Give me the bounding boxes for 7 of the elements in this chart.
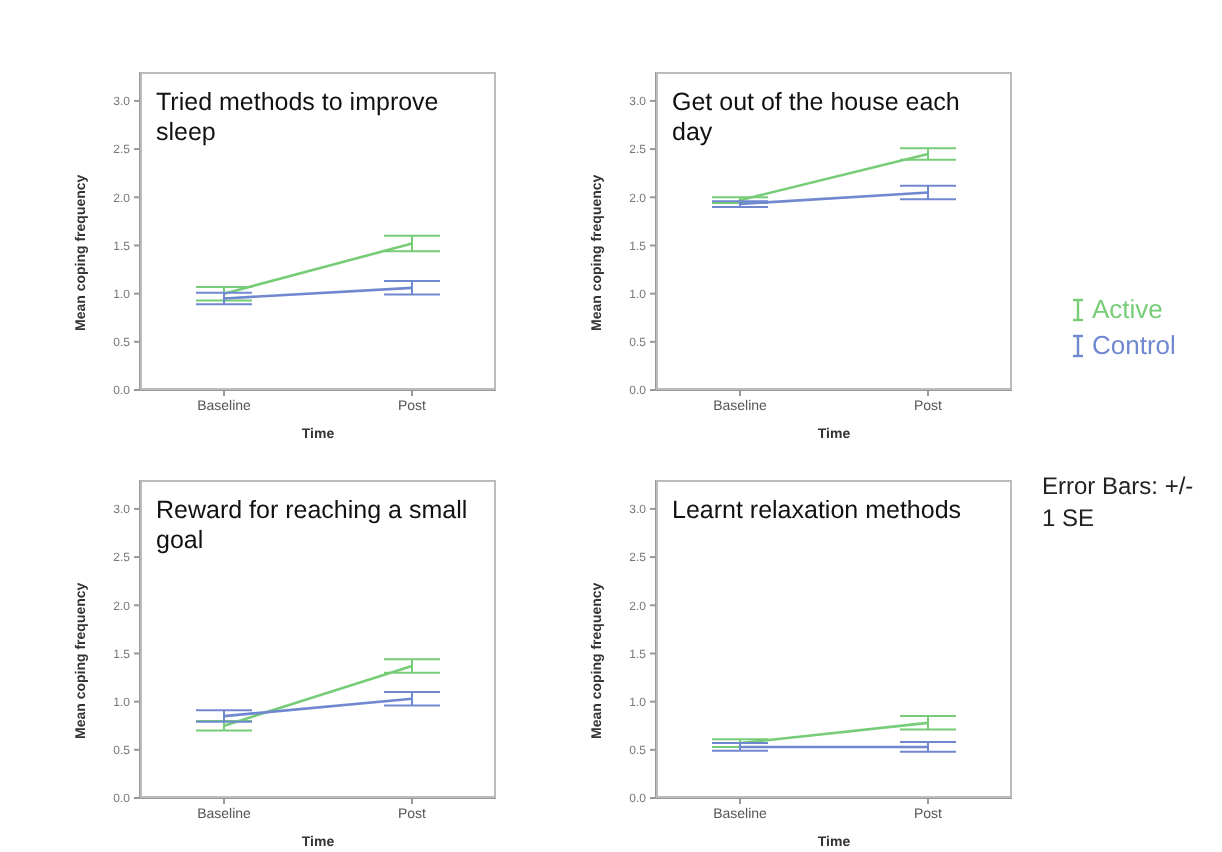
legend-label: Control [1092,328,1176,364]
text: Error Bars: +/- 1 SE [1042,470,1196,534]
text: Reward for reaching a small goal [156,496,470,556]
legend-label: Active [1092,292,1163,328]
text: Learnt relaxation methods [672,496,964,526]
text: Tried methods to improve sleep [156,88,441,148]
text: Get out of the house each day [672,88,962,148]
